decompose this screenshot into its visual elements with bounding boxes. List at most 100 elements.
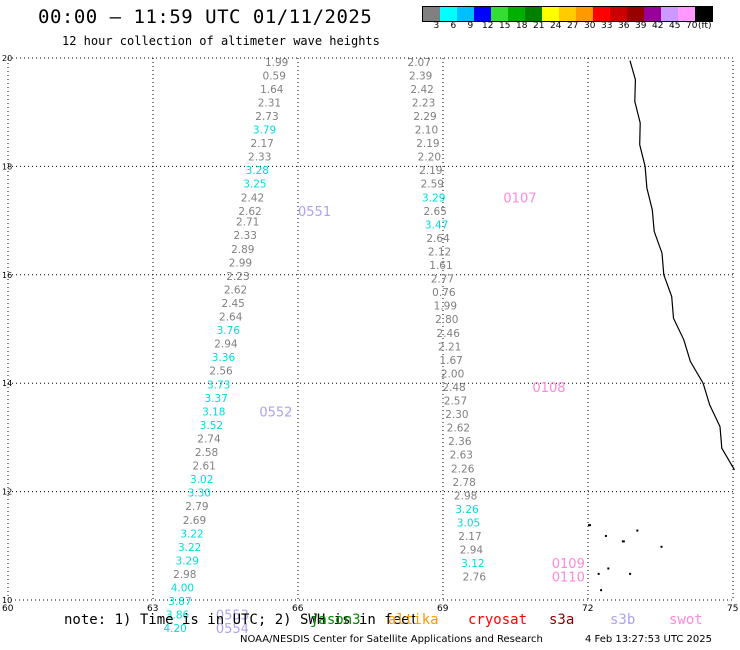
- swh-label: 2.29: [413, 111, 436, 123]
- pass-time-label: 0107: [503, 191, 536, 206]
- swh-label: 2.07: [408, 57, 431, 69]
- swh-label: 1.99: [434, 301, 457, 313]
- pass-time-label: 0551: [298, 205, 331, 220]
- color-scale-label: 70: [686, 21, 698, 31]
- swh-label: 2.10: [415, 125, 438, 137]
- swh-label: 2.62: [238, 206, 261, 218]
- color-swatch: [423, 7, 440, 21]
- lat-tick-label: 20: [2, 54, 12, 63]
- map-frame: [7, 57, 734, 601]
- lon-tick-label: 60: [2, 604, 14, 614]
- color-scale-label: 39: [635, 21, 647, 31]
- color-swatch: [593, 7, 610, 21]
- swh-label: 3.86: [166, 610, 190, 622]
- swh-label: 2.30: [445, 409, 468, 421]
- pass-time-label: 0108: [532, 381, 565, 396]
- swh-label: 2.62: [224, 284, 247, 296]
- color-swatch: [491, 7, 508, 21]
- swh-label: 4.20: [163, 623, 186, 635]
- swh-label: 2.61: [192, 461, 215, 473]
- swh-label: 2.00: [441, 368, 464, 380]
- color-swatch: [644, 7, 661, 21]
- lat-tick-label: 16: [2, 271, 12, 280]
- color-swatch: [525, 7, 542, 21]
- lon-tick-label: 72: [582, 604, 593, 614]
- swh-label: 3.52: [200, 420, 223, 432]
- legend-altika: altika: [388, 612, 439, 628]
- swh-label: 2.79: [185, 501, 208, 513]
- swh-label: 2.98: [173, 569, 196, 581]
- pass-time-label: 0552: [259, 405, 292, 420]
- color-swatch: [474, 7, 491, 21]
- swh-label: 2.65: [423, 206, 446, 218]
- swh-label: 2.57: [444, 396, 467, 408]
- swh-label: 3.37: [205, 393, 228, 405]
- island: [636, 529, 639, 532]
- swh-label: 2.89: [231, 244, 254, 256]
- swh-label: 3.29: [176, 555, 199, 567]
- swh-label: 2.42: [410, 84, 433, 96]
- color-scale-label: 12: [482, 21, 494, 31]
- swh-label: 2.94: [214, 339, 238, 351]
- swh-label: 3.22: [180, 528, 203, 540]
- swh-label: 4.00: [171, 583, 194, 595]
- swh-label: 3.26: [455, 504, 479, 516]
- swh-label: 2.63: [450, 450, 473, 462]
- swh-label: 1.64: [260, 84, 284, 96]
- lat-tick-label: 18: [2, 162, 12, 171]
- swh-label: 2.46: [437, 328, 461, 340]
- island: [604, 534, 607, 537]
- color-scale-label: 24: [550, 21, 562, 31]
- swh-label: 2.76: [463, 572, 487, 584]
- color-swatch: [678, 7, 695, 21]
- swh-label: 2.56: [209, 366, 233, 378]
- color-swatch: [559, 7, 576, 21]
- pass-time-label: 0554: [216, 622, 249, 637]
- color-swatch: [576, 7, 593, 21]
- swh-label: 3.47: [425, 219, 448, 231]
- color-scale-bar: [422, 6, 713, 22]
- island: [607, 567, 610, 570]
- swh-label: 2.69: [183, 515, 206, 527]
- swh-label: 3.12: [461, 558, 484, 570]
- swh-label: 2.17: [250, 138, 273, 150]
- swh-label: 2.36: [448, 436, 472, 448]
- pass-time-label: 0553: [216, 609, 249, 624]
- swh-label: 2.21: [438, 341, 461, 353]
- swh-label: 2.31: [258, 97, 281, 109]
- swh-label: 2.58: [195, 447, 218, 459]
- color-scale-label: 6: [450, 21, 457, 31]
- footer-timestamp: 4 Feb 13:27:53 UTC 2025: [585, 634, 712, 645]
- color-scale-label: 9: [467, 21, 474, 31]
- swh-label: 2.48: [442, 382, 465, 394]
- swh-label: 2.98: [454, 490, 477, 502]
- color-scale-label: 15: [499, 21, 511, 31]
- swh-label: 2.26: [451, 463, 475, 475]
- swh-label: 2.42: [241, 192, 264, 204]
- swh-label: 2.59: [421, 179, 444, 191]
- swh-label: 3.28: [246, 165, 269, 177]
- swh-label: 3.25: [243, 179, 266, 191]
- color-swatch: [508, 7, 525, 21]
- swh-label: 1.61: [429, 260, 452, 272]
- swh-label: 2.74: [197, 433, 221, 445]
- island: [597, 572, 600, 575]
- lon-tick-label: 69: [437, 604, 449, 614]
- swh-label: 2.23: [226, 271, 249, 283]
- swh-label: 3.18: [202, 406, 225, 418]
- swh-label: 2.64: [426, 233, 450, 245]
- color-swatch: [542, 7, 559, 21]
- color-scale-label: 18: [516, 21, 528, 31]
- swh-label: 3.05: [457, 517, 480, 529]
- color-scale-label: 42: [652, 21, 664, 31]
- swh-label: 3.30: [188, 488, 211, 500]
- swh-label: 2.73: [255, 111, 278, 123]
- island: [621, 540, 625, 543]
- lon-tick-label: 63: [147, 604, 158, 614]
- footer-credit: NOAA/NESDIS Center for Satellite Applica…: [240, 634, 543, 645]
- note-text: note: 1) Time is in UTC; 2) SWH is in fe…: [64, 612, 419, 628]
- swh-label: 2.99: [229, 257, 252, 269]
- color-scale-label: 33: [601, 21, 613, 31]
- swh-label: 3.73: [207, 379, 230, 391]
- swh-label: 2.39: [409, 70, 432, 82]
